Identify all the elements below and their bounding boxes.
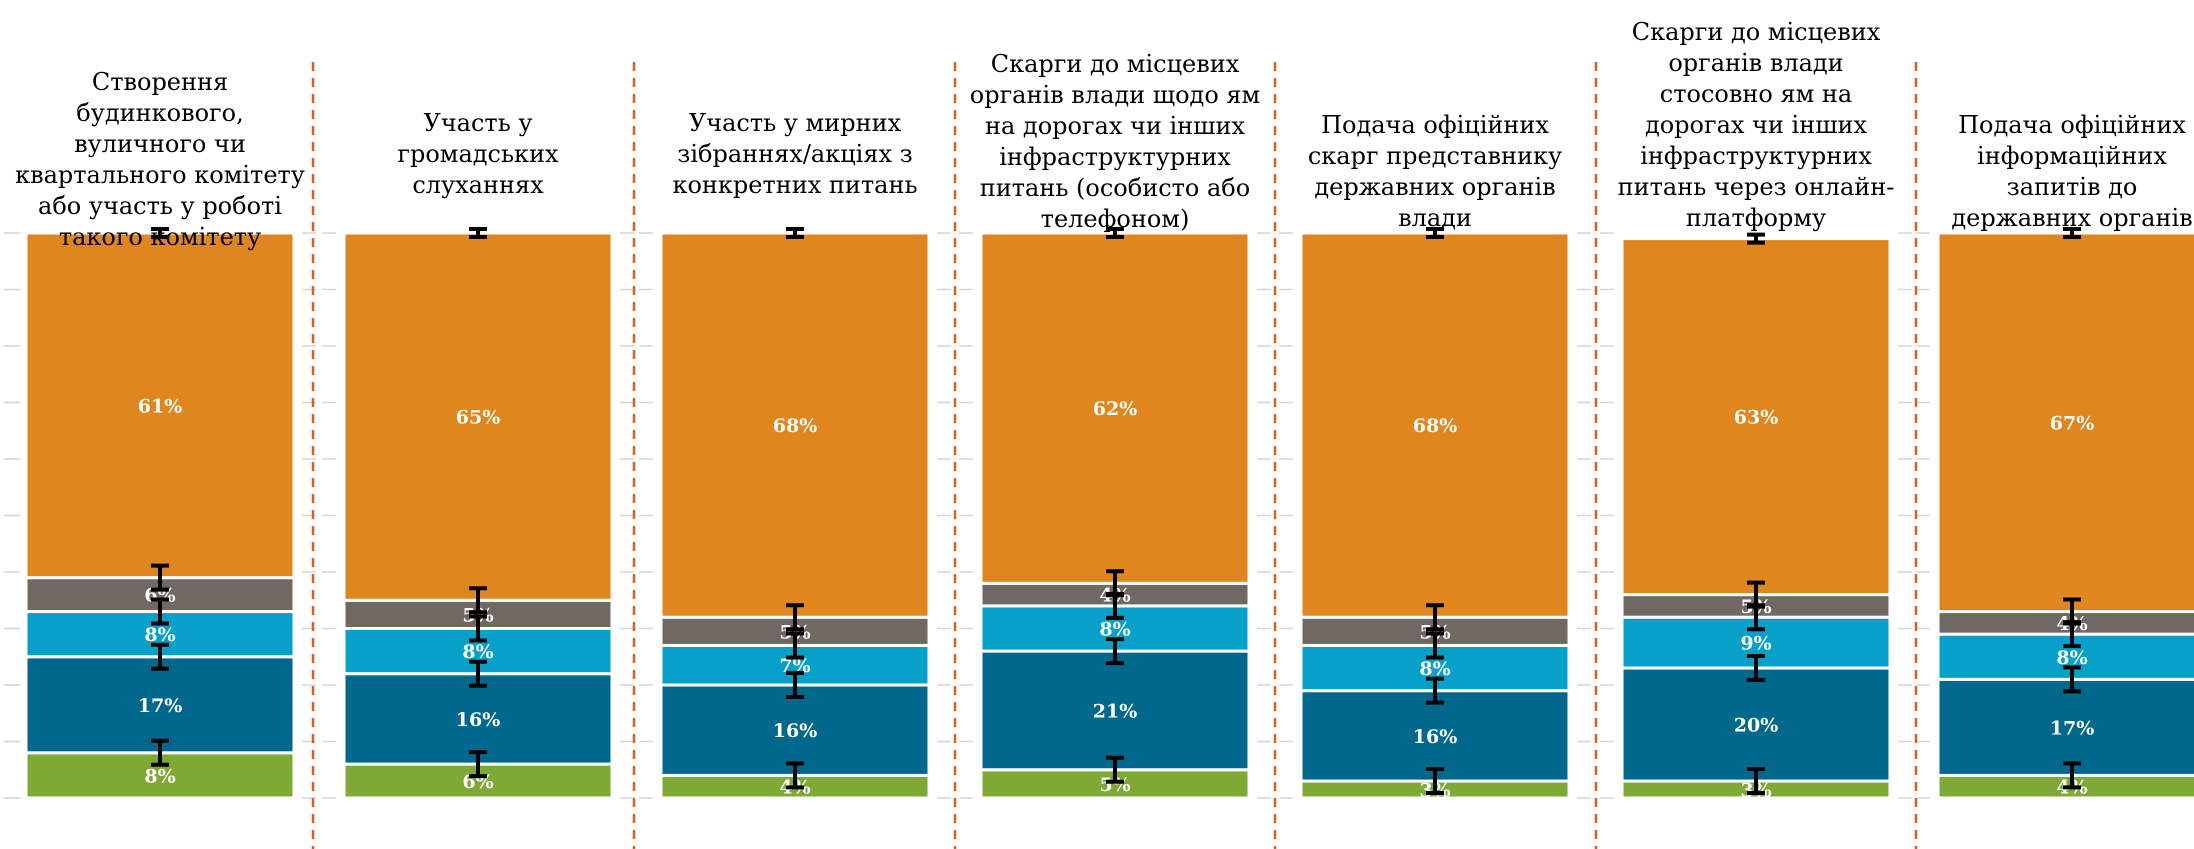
error-bar bbox=[469, 614, 487, 643]
error-bar bbox=[786, 603, 804, 632]
error-bar bbox=[786, 227, 804, 239]
error-bar bbox=[469, 750, 487, 779]
data-label: 67% bbox=[2050, 412, 2095, 434]
error-bar bbox=[786, 761, 804, 790]
bar-segment bbox=[1299, 231, 1571, 619]
category-title: Скарги до місцевих органів влади щодо ям н… bbox=[970, 50, 1260, 233]
axis-ticks bbox=[4, 232, 1930, 799]
category-title: Подача офіційних скарг представнику держав… bbox=[1308, 111, 1562, 232]
bar-group: 4%16%7%5%68%Участь у мирнихзібраннях/акц… bbox=[659, 109, 931, 800]
error-bar bbox=[1747, 654, 1765, 683]
bar-segment bbox=[24, 231, 296, 580]
error-bar bbox=[1426, 631, 1444, 660]
bar-segment bbox=[1620, 666, 1892, 783]
error-bar bbox=[1747, 767, 1765, 796]
bar-group: 4%17%8%4%67%Подача офіційнихінформаційни… bbox=[1936, 111, 2194, 800]
error-bar bbox=[1747, 232, 1765, 245]
data-label: 63% bbox=[1734, 407, 1779, 429]
data-label: 68% bbox=[1413, 415, 1458, 437]
error-bar bbox=[1106, 637, 1124, 666]
error-bar bbox=[2063, 761, 2081, 790]
data-label: 65% bbox=[456, 407, 501, 429]
data-label: 68% bbox=[773, 415, 818, 437]
error-bar bbox=[151, 738, 169, 767]
data-label: 8% bbox=[144, 765, 175, 787]
data-label: 8% bbox=[144, 624, 175, 646]
error-bar bbox=[151, 563, 169, 592]
data-label: 16% bbox=[1413, 726, 1458, 748]
error-bar bbox=[1426, 676, 1444, 705]
error-bar bbox=[151, 642, 169, 671]
category-title: Участь у громадських слуханнях bbox=[397, 109, 559, 199]
error-bar bbox=[2063, 227, 2081, 239]
error-bar bbox=[469, 659, 487, 688]
error-bar bbox=[1426, 227, 1444, 239]
data-label: 16% bbox=[456, 709, 501, 731]
data-label: 8% bbox=[1099, 619, 1130, 641]
data-label: 62% bbox=[1093, 398, 1138, 420]
bar-segment bbox=[979, 649, 1251, 772]
data-label: 8% bbox=[2056, 647, 2087, 669]
category-title: Участь у мирних зібраннях/акціях з конкрет… bbox=[672, 109, 917, 199]
error-bar bbox=[2063, 665, 2081, 694]
error-bar bbox=[1747, 580, 1765, 609]
data-label: 61% bbox=[138, 395, 183, 417]
error-bar bbox=[2063, 597, 2081, 626]
data-label: 20% bbox=[1734, 715, 1779, 737]
data-label: 21% bbox=[1093, 700, 1138, 722]
data-label: 5% bbox=[1099, 774, 1130, 796]
bar-segment bbox=[659, 683, 931, 777]
error-bar bbox=[151, 597, 169, 626]
data-label: 8% bbox=[1419, 658, 1450, 680]
category-title: Скарги до місцевих органів влади стосовно … bbox=[1618, 18, 1895, 232]
data-label: 9% bbox=[1740, 633, 1771, 655]
error-bar bbox=[469, 227, 487, 239]
bar-segment bbox=[659, 231, 931, 619]
error-bar bbox=[1106, 227, 1124, 239]
data-label: 8% bbox=[462, 641, 493, 663]
error-bar bbox=[469, 586, 487, 615]
bar-segment bbox=[342, 672, 614, 766]
error-bar bbox=[1426, 767, 1444, 796]
bar-segment bbox=[979, 231, 1251, 585]
bar-segment bbox=[1936, 231, 2194, 614]
error-bar bbox=[1106, 569, 1124, 598]
bar-group: 8%17%8%6%61%Створення будинкового, вулично… bbox=[15, 68, 305, 800]
data-label: 17% bbox=[138, 695, 183, 717]
error-bar bbox=[1426, 603, 1444, 632]
error-bar bbox=[786, 671, 804, 699]
error-bar bbox=[1106, 755, 1124, 784]
error-bar bbox=[786, 631, 804, 660]
category-title: Створення будинкового, вуличного чи квартал… bbox=[15, 68, 305, 251]
error-bar bbox=[151, 227, 169, 239]
bar-segment bbox=[342, 231, 614, 602]
category-title: Подача офіційних інформаційних запитів до д… bbox=[1951, 111, 2192, 232]
data-label: 17% bbox=[2050, 717, 2095, 739]
data-label: 16% bbox=[773, 720, 818, 742]
